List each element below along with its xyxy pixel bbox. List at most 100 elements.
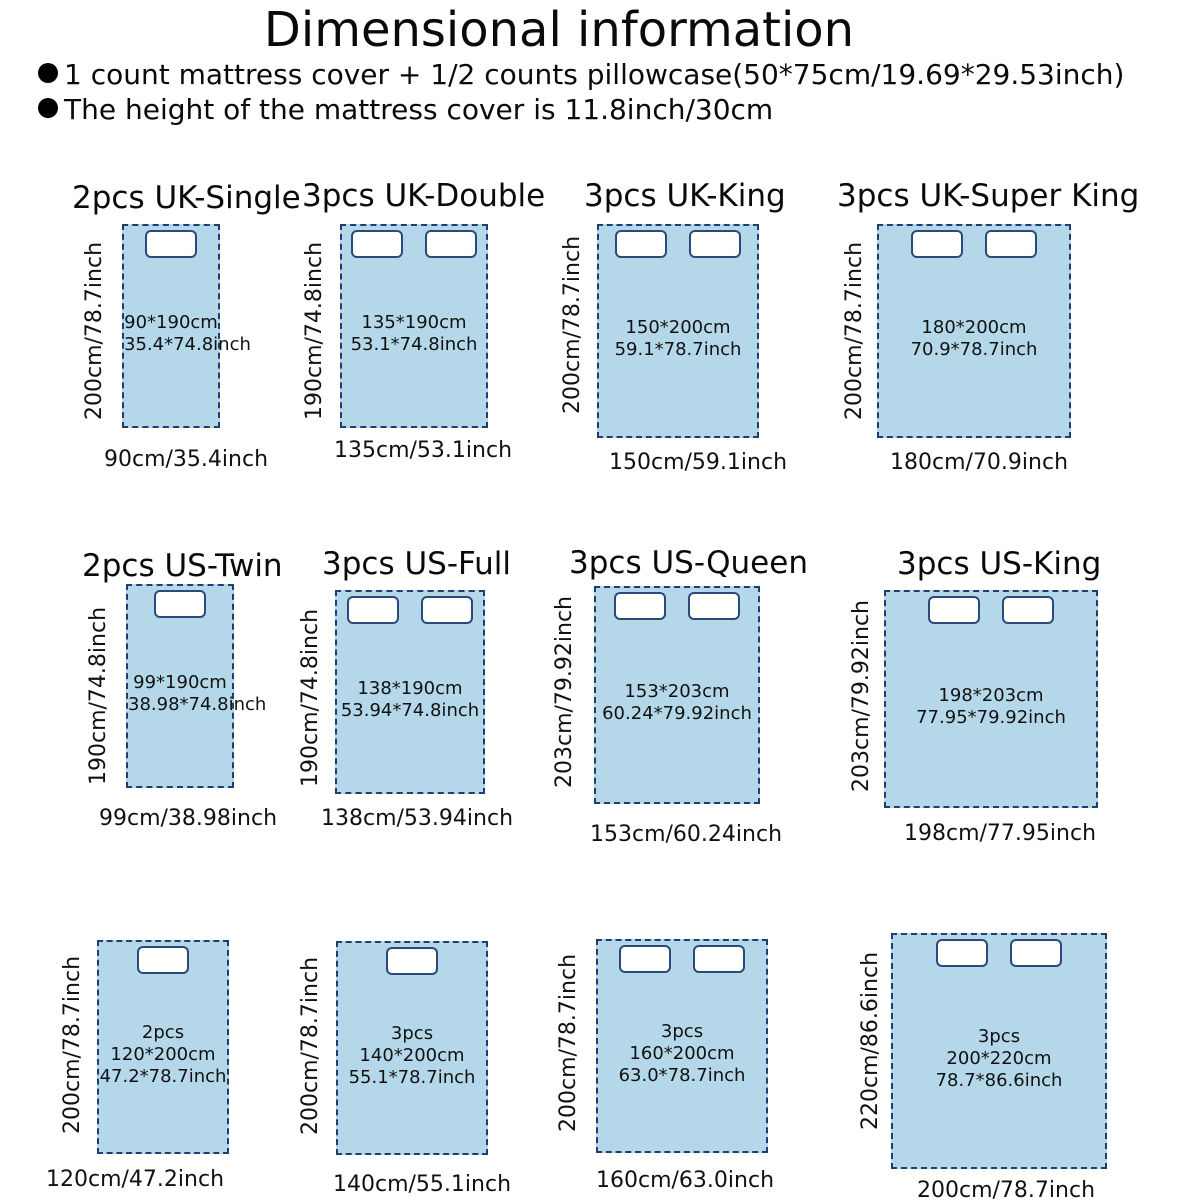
- width-label: 200cm/78.7inch: [917, 1178, 1096, 1203]
- mattress-diagram: 198*203cm 77.95*79.92inch: [884, 590, 1098, 808]
- width-label: 150cm/59.1inch: [609, 450, 788, 475]
- height-label: 190cm/74.8inch: [302, 241, 327, 420]
- dimension-text: 77.95*79.92inch: [916, 707, 1066, 728]
- dimension-text: 63.0*78.7inch: [618, 1065, 746, 1086]
- width-label: 99cm/38.98inch: [99, 806, 278, 831]
- pillow-icon: [421, 596, 473, 624]
- width-label: 120cm/47.2inch: [46, 1167, 225, 1192]
- width-label: 90cm/35.4inch: [104, 447, 269, 472]
- pillow-icon: [928, 596, 980, 624]
- dimension-text: 47.2*78.7inch: [99, 1066, 227, 1087]
- dimension-text: 90*190cm: [124, 312, 218, 333]
- dimension-text: 70.9*78.7inch: [910, 339, 1038, 360]
- dimension-text: 200*220cm: [946, 1048, 1052, 1069]
- dimension-text: 55.1*78.7inch: [348, 1067, 476, 1088]
- pillow-icon: [615, 230, 667, 258]
- mattress-dimensions: 2pcs 120*200cm 47.2*78.7inch: [99, 1022, 227, 1088]
- mattress-diagram: 180*200cm 70.9*78.7inch: [877, 224, 1071, 438]
- pillow-icon: [154, 590, 206, 618]
- mattress-dimensions: 135*190cm 53.1*74.8inch: [342, 312, 486, 356]
- dimension-text: 35.4*74.8inch: [124, 334, 251, 355]
- dimension-text: 138*190cm: [357, 678, 463, 699]
- dimension-text: 53.94*74.8inch: [340, 700, 480, 721]
- dimension-text: 99*190cm: [133, 672, 227, 693]
- dimension-text: 3pcs: [660, 1021, 704, 1042]
- mattress-diagram: 99*190cm 38.98*74.8inch: [126, 584, 267, 788]
- width-label: 198cm/77.95inch: [904, 821, 1097, 846]
- height-label: 190cm/74.8inch: [298, 608, 323, 787]
- mattress-dimensions: 90*190cm 35.4*74.8inch: [124, 312, 251, 356]
- pillow-icon: [693, 945, 745, 973]
- dimension-text: 59.1*78.7inch: [614, 339, 742, 360]
- size-title: 3pcs UK-Double: [302, 178, 546, 214]
- pillow-icon: [386, 947, 438, 975]
- mattress-dimensions: 138*190cm 53.94*74.8inch: [337, 678, 483, 722]
- dimension-text: 3pcs: [977, 1026, 1021, 1047]
- height-label: 203cm/79.92inch: [552, 595, 577, 788]
- mattress-diagram: 90*190cm 35.4*74.8inch: [122, 224, 251, 428]
- mattress-dimensions: 198*203cm 77.95*79.92inch: [886, 685, 1096, 729]
- pillow-icon: [347, 596, 399, 624]
- size-title: 3pcs US-Full: [322, 546, 512, 582]
- page-title: Dimensional information: [263, 2, 855, 58]
- width-label: 140cm/55.1inch: [333, 1172, 512, 1197]
- mattress-diagram: 150*200cm 59.1*78.7inch: [597, 224, 759, 438]
- pillow-icon: [689, 230, 741, 258]
- mattress-diagram: 153*203cm 60.24*79.92inch: [594, 586, 760, 804]
- height-label: 200cm/78.7inch: [60, 955, 85, 1134]
- size-title: 3pcs UK-Super King: [837, 178, 1140, 214]
- bullet-text: The height of the mattress cover is 11.8…: [64, 93, 774, 126]
- bullet-dot-icon: [38, 63, 58, 83]
- pillow-icon: [425, 230, 477, 258]
- dimension-text: 38.98*74.8inch: [128, 694, 267, 715]
- size-title: 3pcs US-Queen: [569, 545, 808, 581]
- pillow-icon: [619, 945, 671, 973]
- mattress-diagram: 138*190cm 53.94*74.8inch: [335, 590, 485, 794]
- mattress-dimensions: 99*190cm 38.98*74.8inch: [128, 672, 267, 716]
- height-label: 190cm/74.8inch: [86, 606, 111, 785]
- width-label: 180cm/70.9inch: [890, 450, 1069, 475]
- size-title: 2pcs US-Twin: [82, 548, 283, 584]
- dimension-text: 53.1*74.8inch: [350, 334, 478, 355]
- pillow-icon: [1010, 939, 1062, 967]
- bullet-text: 1 count mattress cover + 1/2 counts pill…: [64, 58, 1125, 91]
- width-label: 135cm/53.1inch: [334, 438, 513, 463]
- dimension-text: 140*200cm: [359, 1045, 465, 1066]
- dimension-text: 160*200cm: [629, 1043, 735, 1064]
- size-title: 3pcs US-King: [897, 546, 1102, 582]
- mattress-diagram: 3pcs 140*200cm 55.1*78.7inch: [336, 941, 488, 1155]
- pillow-icon: [137, 946, 189, 974]
- dimension-text: 180*200cm: [921, 317, 1027, 338]
- mattress-dimensions: 3pcs 140*200cm 55.1*78.7inch: [338, 1023, 486, 1089]
- pillow-icon: [1002, 596, 1054, 624]
- bullet-dot-icon: [38, 98, 58, 118]
- height-label: 200cm/78.7inch: [82, 241, 107, 420]
- dimension-text: 153*203cm: [624, 681, 730, 702]
- dimension-text: 120*200cm: [110, 1044, 216, 1065]
- pillow-icon: [911, 230, 963, 258]
- mattress-dimensions: 150*200cm 59.1*78.7inch: [599, 317, 757, 361]
- mattress-diagram: 3pcs 200*220cm 78.7*86.6inch: [891, 933, 1107, 1169]
- width-label: 138cm/53.94inch: [321, 806, 514, 831]
- mattress-dimensions: 153*203cm 60.24*79.92inch: [596, 681, 758, 725]
- bullet-item-contents: 1 count mattress cover + 1/2 counts pill…: [38, 58, 1124, 92]
- dimension-text: 78.7*86.6inch: [935, 1070, 1063, 1091]
- pillow-icon: [985, 230, 1037, 258]
- pillow-icon: [145, 230, 197, 258]
- height-label: 200cm/78.7inch: [560, 235, 585, 414]
- pillow-icon: [614, 592, 666, 620]
- bullet-item-height: The height of the mattress cover is 11.8…: [38, 93, 773, 127]
- dimension-text: 198*203cm: [938, 685, 1044, 706]
- height-label: 200cm/78.7inch: [298, 956, 323, 1135]
- size-title: 2pcs UK-Single: [72, 180, 301, 216]
- pillow-icon: [936, 939, 988, 967]
- mattress-diagram: 135*190cm 53.1*74.8inch: [340, 224, 488, 428]
- dimension-text: 3pcs: [390, 1023, 434, 1044]
- height-label: 200cm/78.7inch: [842, 241, 867, 420]
- mattress-dimensions: 3pcs 160*200cm 63.0*78.7inch: [598, 1021, 766, 1087]
- width-label: 153cm/60.24inch: [590, 822, 783, 847]
- height-label: 220cm/86.6inch: [858, 951, 883, 1130]
- height-label: 203cm/79.92inch: [849, 599, 874, 792]
- dimension-text: 150*200cm: [625, 317, 731, 338]
- height-label: 200cm/78.7inch: [556, 953, 581, 1132]
